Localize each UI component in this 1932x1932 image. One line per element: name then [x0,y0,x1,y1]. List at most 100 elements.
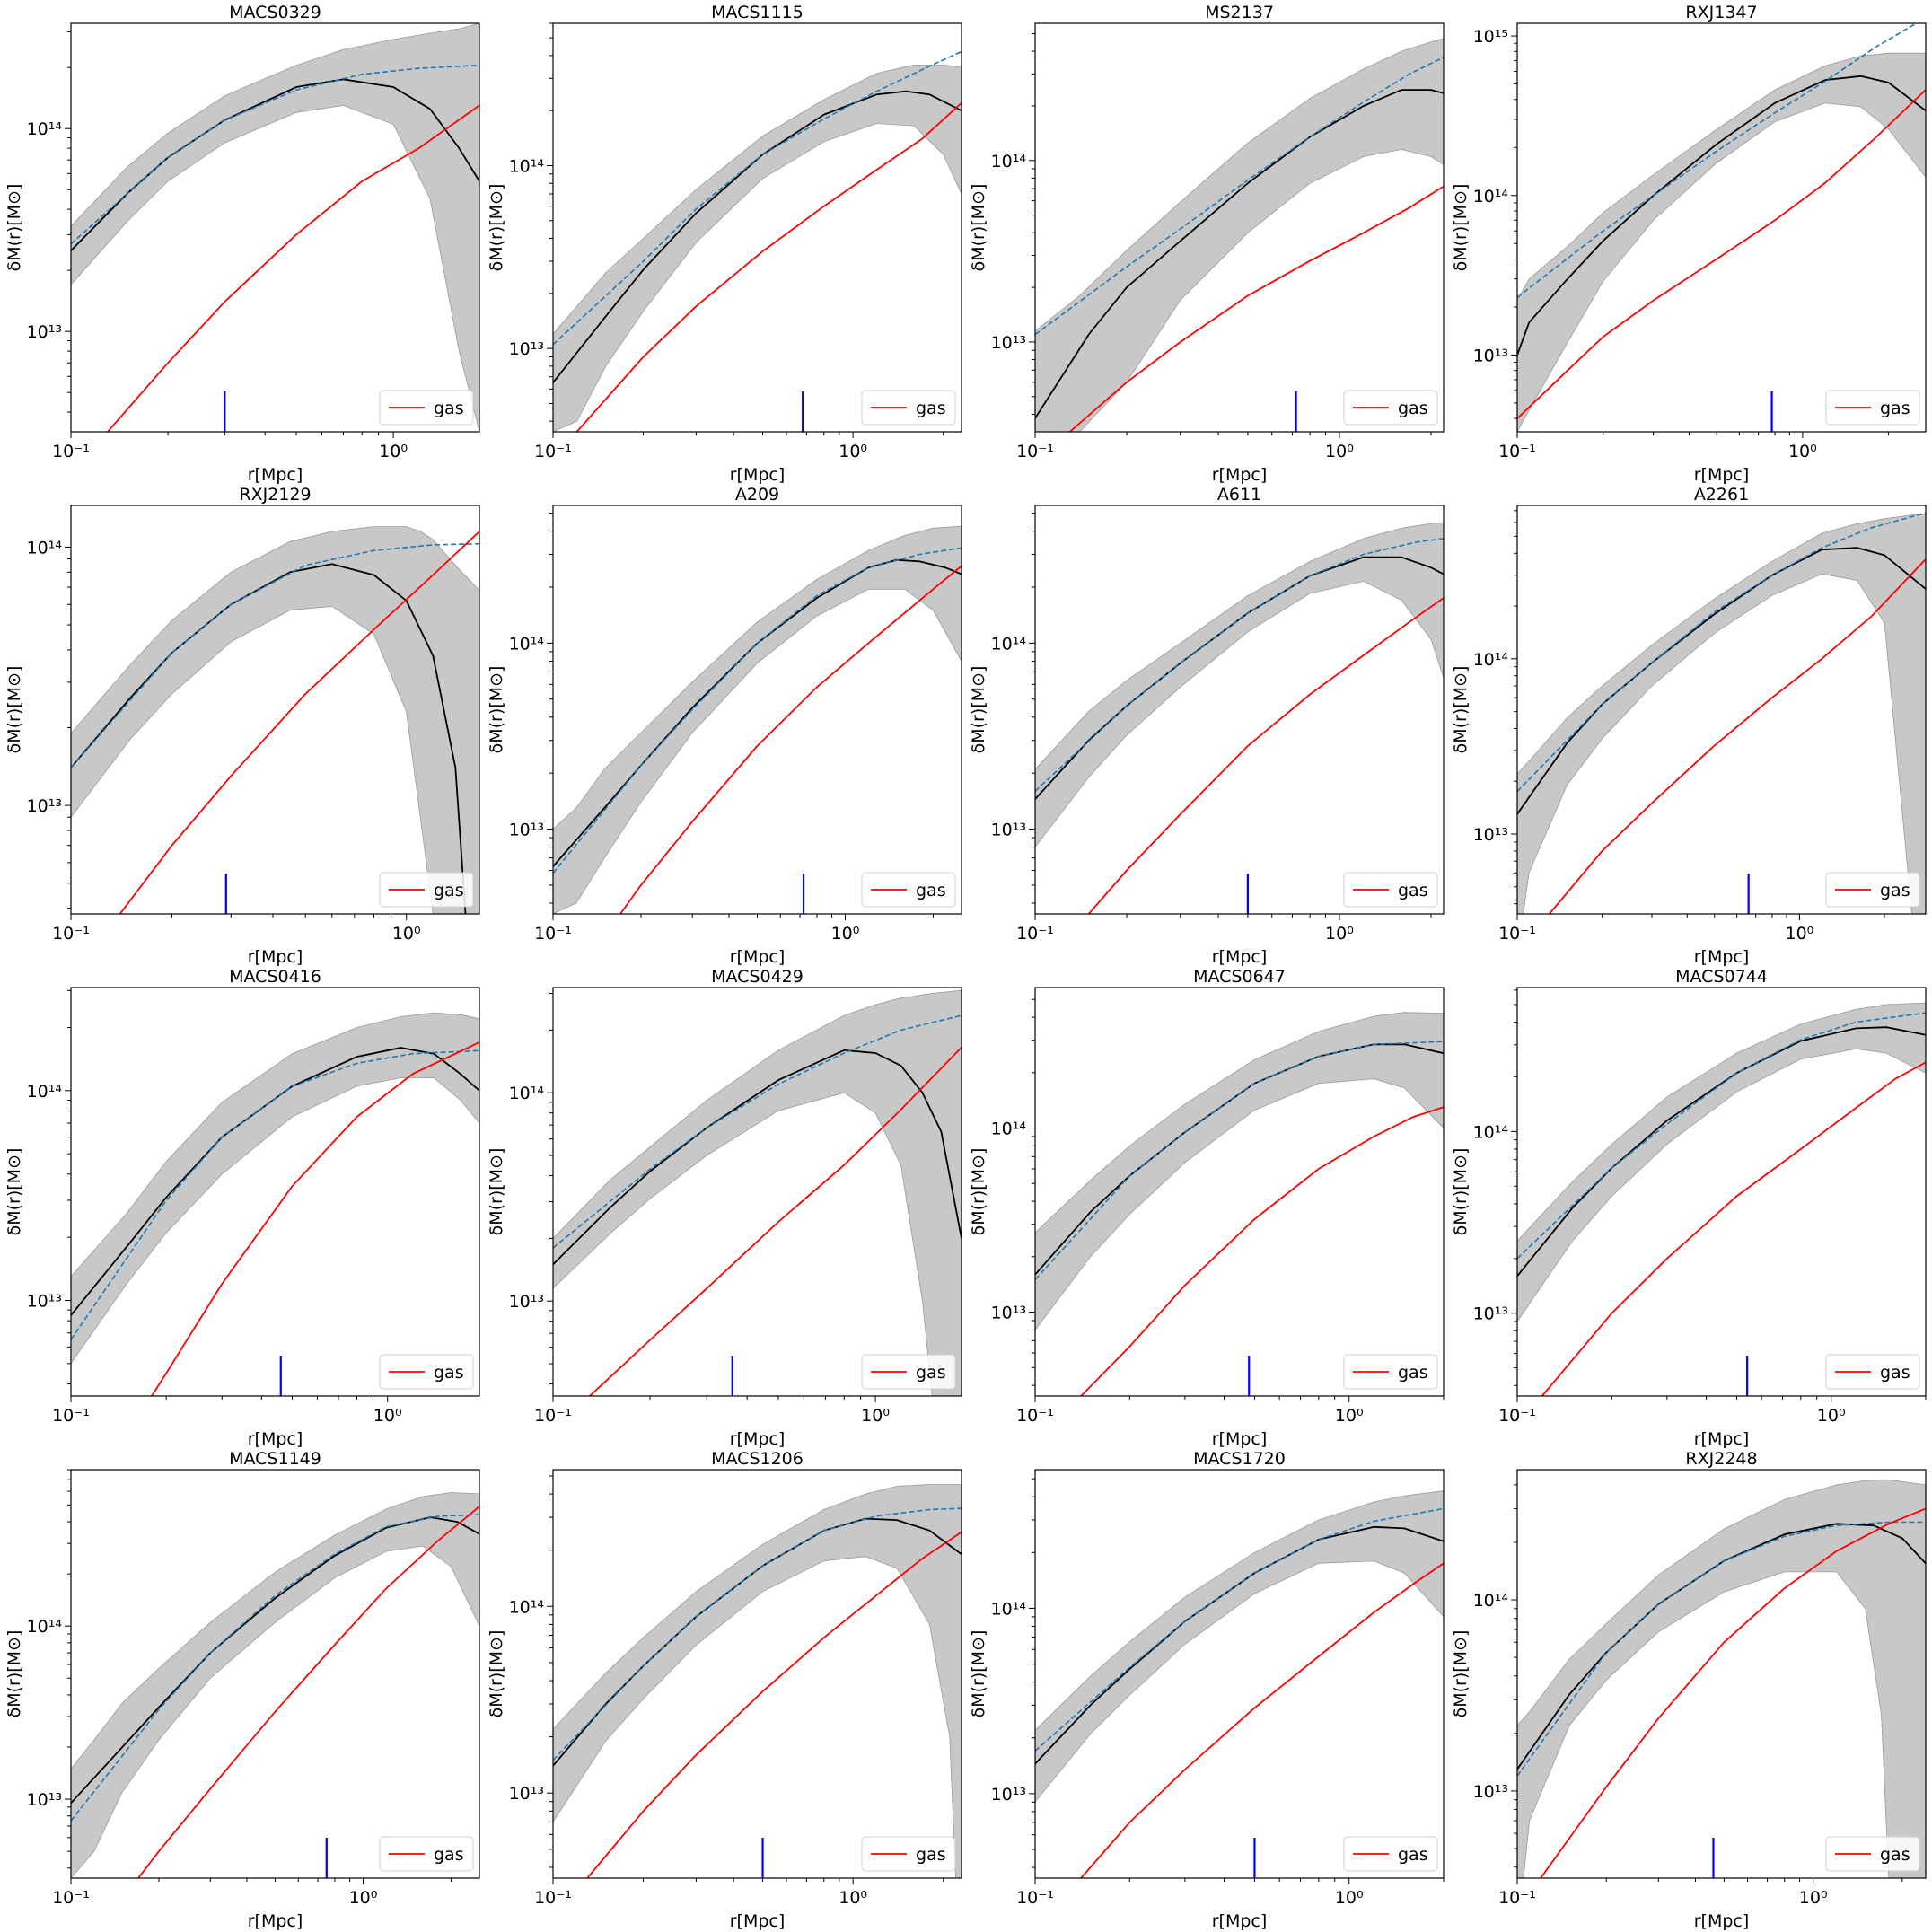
x-tick-label: 10⁻¹ [1498,924,1536,944]
confidence-band [1035,522,1444,848]
mass-profile-line [1517,547,1926,815]
x-axis-label: r[Mpc] [248,465,303,485]
x-tick-label: 10⁰ [349,1888,378,1908]
y-tick-label: 10¹³ [1473,1304,1508,1324]
confidence-band [71,1012,479,1365]
x-tick-label: 10⁰ [1325,924,1354,944]
model-dashed-line [553,1014,962,1249]
y-tick-label: 10¹⁴ [27,538,63,558]
confidence-band [553,525,962,914]
y-axis-label: δM(r)[M⊙] [487,184,506,272]
legend-gas-label: gas [1398,399,1428,418]
gas-line [1087,597,1444,914]
legend-gas-label: gas [434,1845,464,1865]
legend: gas [861,872,956,908]
confidence-band [1517,52,1926,432]
plot-area [1035,38,1444,432]
confidence-band [71,23,479,432]
legend-box [1825,390,1920,426]
ticks [547,1475,944,1884]
plot-area [1517,1002,1926,1396]
legend-gas-label: gas [1398,881,1428,900]
panel-macs0416: 10⁻¹ 10⁰ 10¹³ 10¹⁴ MACS0416 r[Mpc] δM(r)[M⊙] ga… [4,967,480,1449]
legend-gas-label: gas [434,399,464,418]
mass-profile-line [71,1047,479,1316]
x-tick-label: 10⁻¹ [52,442,90,461]
y-tick-label: 10¹³ [509,1784,544,1804]
panel-title: MS2137 [1205,3,1274,22]
legend-gas-label: gas [1398,1845,1428,1865]
x-axis-label: r[Mpc] [248,947,303,967]
x-tick-label: 10⁰ [1786,924,1814,944]
y-tick-label: 10¹⁴ [509,156,545,176]
y-axis-label: δM(r)[M⊙] [4,1630,24,1718]
y-tick-label: 10¹⁴ [991,1120,1027,1139]
model-dashed-line [71,64,479,245]
legend: gas [379,1354,474,1390]
x-axis-label: r[Mpc] [730,947,786,967]
legend-box [379,390,474,426]
legend: gas [861,1354,956,1390]
legend-gas-label: gas [1880,1363,1910,1383]
axes-frame [1516,987,1927,1397]
ticks [1511,989,1927,1402]
mass-profile-line [1517,75,1926,356]
y-axis-label: δM(r)[M⊙] [487,1630,506,1718]
panel-a2261: 10⁻¹ 10⁰ 10¹³ 10¹⁴ A2261 r[Mpc] δM(r)[M⊙] gas [1451,485,1927,967]
axes-frame [1034,1469,1445,1879]
axes-frame [1516,505,1927,915]
model-dashed-line [71,1049,479,1340]
panel-macs1115: 10⁻¹ 10⁰ 10¹³ 10¹⁴ MACS1115 r[Mpc] δM(r)[M⊙] ga… [487,3,962,485]
confidence-band [1517,1002,1926,1322]
y-tick-label: 10¹³ [991,821,1026,840]
x-tick-label: 10⁻¹ [534,1888,572,1908]
panel-macs1206: 10⁻¹ 10⁰ 10¹³ 10¹⁴ MACS1206 r[Mpc] δM(r)[M⊙] ga… [487,1449,962,1931]
mass-profile-line [553,1517,962,1767]
y-tick-label: 10¹³ [991,1785,1026,1805]
y-tick-label: 10¹³ [991,333,1026,353]
ticks [1511,510,1885,920]
x-tick-label: 10⁰ [1817,1406,1846,1426]
axes-frame [1034,505,1445,915]
ticks [547,993,876,1402]
y-tick-label: 10¹⁵ [1473,27,1508,47]
y-axis-label: δM(r)[M⊙] [969,1148,988,1236]
y-tick-label: 10¹³ [509,339,544,359]
x-tick-label: 10⁰ [1335,1406,1364,1426]
legend-gas-label: gas [1880,1845,1910,1865]
x-axis-label: r[Mpc] [1212,947,1268,967]
mass-profile-line [1035,89,1444,419]
y-tick-label: 10¹³ [1473,346,1508,365]
x-tick-label: 10⁻¹ [52,1888,90,1908]
panel-title: MACS1115 [711,3,804,22]
y-axis-label: δM(r)[M⊙] [4,184,24,272]
legend: gas [861,390,956,426]
y-tick-label: 10¹⁴ [27,1617,63,1637]
x-axis-label: r[Mpc] [730,465,786,485]
plot-area [1035,1490,1444,1878]
legend-box [1825,1354,1920,1390]
legend-gas-label: gas [1880,881,1910,900]
y-tick-label: 10¹⁴ [1473,650,1509,670]
x-tick-label: 10⁰ [1799,1888,1828,1908]
y-tick-label: 10¹³ [991,1304,1026,1323]
ticks [1029,998,1445,1402]
gas-line [1079,1562,1444,1878]
y-tick-label: 10¹⁴ [509,634,545,654]
y-axis-label: δM(r)[M⊙] [969,184,988,272]
mass-profile-line [553,90,962,383]
model-dashed-line [1035,538,1444,792]
y-tick-label: 10¹³ [1473,1782,1508,1802]
gas-line [575,102,962,432]
ticks [547,22,944,438]
x-tick-label: 10⁻¹ [534,1406,572,1426]
panel-title: RXJ1347 [1685,3,1757,22]
model-dashed-line [1035,1507,1444,1752]
model-dashed-line [1517,1521,1926,1777]
legend-box [379,872,474,908]
y-tick-label: 10¹³ [509,821,544,840]
panel-title: MACS1206 [711,1449,804,1469]
x-tick-label: 10⁰ [1788,442,1817,461]
mass-profile-line [1035,1525,1444,1765]
x-tick-label: 10⁻¹ [52,924,90,944]
